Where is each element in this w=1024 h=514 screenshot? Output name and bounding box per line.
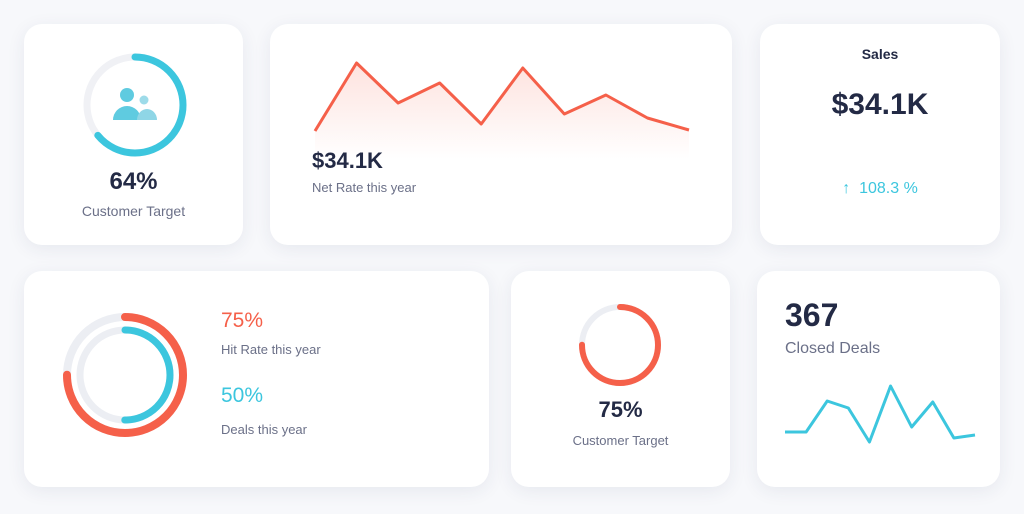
deals-value: 50% [221, 384, 264, 407]
closed-deals-card: 367 Closed Deals [757, 271, 1000, 487]
net-rate-value: $34.1K [312, 148, 383, 173]
customer-target-card: 64% Customer Target [24, 24, 243, 245]
hit-rate-label: Hit Rate this year [221, 342, 321, 357]
closed-deals-line [785, 384, 976, 444]
customer-target-card-2: 75% Customer Target [511, 271, 730, 487]
net-rate-line [313, 61, 690, 132]
closed-deals-label: Closed Deals [785, 340, 881, 357]
users-icon [113, 88, 157, 120]
hit-rate-ring [63, 313, 187, 437]
net-rate-area [315, 63, 689, 159]
customer-target-ring [83, 53, 187, 157]
closed-deals-chart [785, 384, 976, 444]
customer-target-value: 64% [109, 168, 158, 195]
hit-deals-card: 75% Hit Rate this year 50% Deals this ye… [24, 271, 489, 487]
net-rate-label: Net Rate this year [312, 180, 417, 195]
deals-ring [76, 326, 174, 424]
customer-target-label: Customer Target [81, 203, 186, 219]
sales-card: Sales $34.1K ↑ 108.3 % [760, 24, 1000, 245]
net-rate-card: $34.1K Net Rate this year [270, 24, 732, 245]
customer-target-ring-2 [579, 304, 661, 386]
net-rate-chart [313, 61, 690, 159]
customer-target-2-value: 75% [598, 397, 643, 422]
closed-deals-value: 367 [785, 297, 839, 333]
sales-title: Sales [861, 46, 899, 62]
arrow-up-icon: ↑ [842, 180, 851, 197]
deals-label: Deals this year [221, 422, 307, 437]
sales-change: 108.3 % [859, 180, 918, 197]
hit-deals-rings [63, 313, 187, 437]
customer-target-2-label: Customer Target [572, 433, 669, 448]
hit-rate-value: 75% [221, 309, 264, 332]
sales-value: $34.1K [831, 88, 929, 121]
